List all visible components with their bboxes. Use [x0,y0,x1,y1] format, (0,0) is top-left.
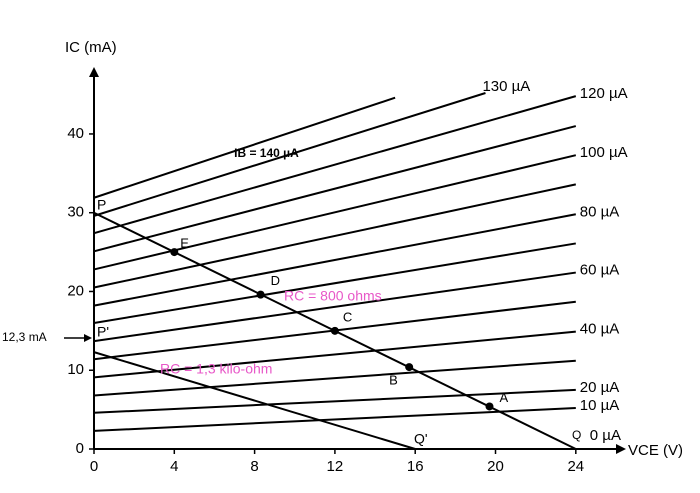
point-label: D [271,273,280,288]
point-label: C [343,309,352,324]
load-line-label: RC = 800 ohms [284,288,382,304]
operating-point [256,290,265,299]
point-label: E [180,236,189,251]
x-tick-label: 8 [250,458,258,475]
x-tick-label: 4 [170,458,178,475]
arrow-head [616,444,626,454]
y-tick-label: 40 [67,125,84,142]
load-line-label: RC = 1,3 kilo-ohm [160,361,272,377]
characteristic-line [93,125,577,253]
y-tick-label: 0 [76,440,84,457]
arrow-head [89,67,99,77]
characteristic-line [93,183,577,289]
legend-label: 120 µA [580,85,628,102]
point-label: A [499,390,508,405]
characteristic-line [93,242,576,324]
operating-point [170,248,179,257]
characteristic-line [93,359,576,397]
legend-label: 60 µA [580,262,620,279]
characteristic-line [93,213,576,307]
legend-label: 100 µA [580,144,628,161]
y-axis-label: IC (mA) [65,39,117,56]
load-line [93,351,416,450]
operating-point [405,363,414,372]
legend-label: 20 µA [580,379,620,396]
operating-point [330,326,339,335]
characteristic-line [93,96,396,199]
y-tick-label: 30 [67,204,84,221]
characteristic-line [93,95,577,235]
legend-label: 80 µA [580,203,620,220]
y-tick-label: 10 [67,361,84,378]
x-tick-label: 12 [327,458,344,475]
point-label: Q [572,428,581,442]
characteristic-line [93,407,576,432]
characteristic-line [93,92,486,217]
x-tick-label: 16 [407,458,424,475]
characteristic-line [93,271,576,343]
legend-label: IB = 140 µA [234,146,299,160]
point-label: B [389,373,398,388]
point-label: Q' [414,431,428,447]
legend-label: 10 µA [580,397,620,414]
point-label: P [97,197,106,213]
point-label: P' [97,324,109,340]
operating-point [485,402,494,411]
x-tick-label: 0 [90,458,98,475]
characteristic-line [93,388,576,414]
legend-label: 130 µA [482,78,530,95]
x-tick-label: 20 [487,458,504,475]
characteristic-line [93,330,576,379]
x-tick-label: 24 [567,458,584,475]
annotation: 12,3 mA [2,330,47,344]
legend-label: 0 µA [590,427,621,444]
y-tick-label: 20 [67,282,84,299]
x-axis-label: VCE (V) [628,442,683,459]
legend-label: 40 µA [580,321,620,338]
arrow-head [84,334,92,342]
